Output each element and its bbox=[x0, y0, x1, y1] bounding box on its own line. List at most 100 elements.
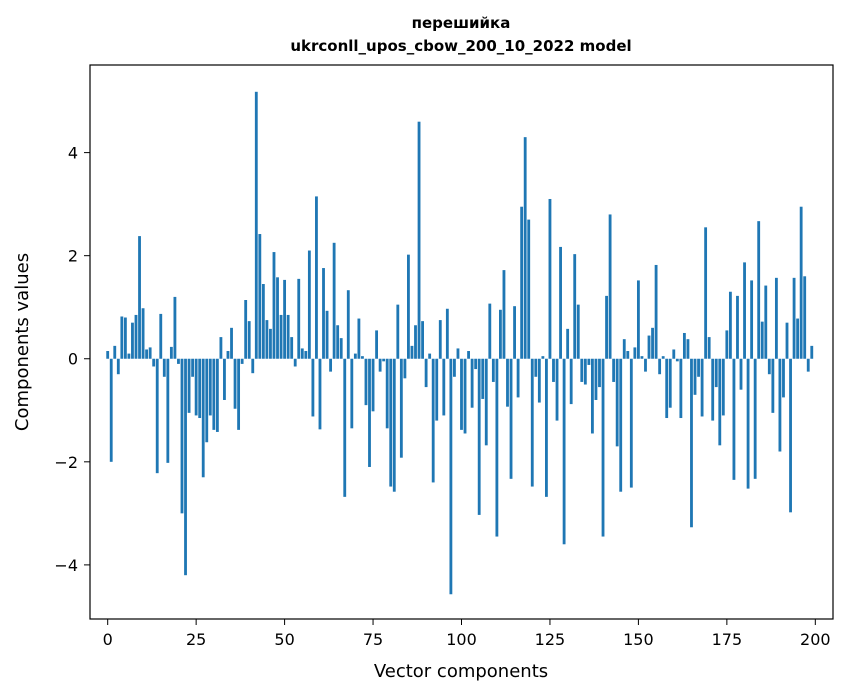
bar-139 bbox=[598, 358, 601, 388]
bar-72 bbox=[361, 356, 364, 359]
bar-9 bbox=[138, 236, 141, 359]
bar-82 bbox=[396, 304, 400, 359]
chart-title-line-1: перешийка bbox=[412, 14, 511, 32]
bar-100 bbox=[460, 358, 463, 430]
bar-135 bbox=[583, 358, 587, 385]
bar-170 bbox=[707, 337, 711, 359]
x-tick-label: 175 bbox=[712, 630, 743, 649]
bar-99 bbox=[456, 348, 460, 359]
bar-107 bbox=[484, 358, 488, 446]
bar-38 bbox=[240, 358, 244, 364]
x-tick-label: 200 bbox=[800, 630, 831, 649]
bar-157 bbox=[661, 356, 665, 359]
bar-125 bbox=[548, 198, 552, 359]
chart-title-line-2: ukrconll_upos_cbow_200_10_2022 model bbox=[290, 37, 631, 55]
bar-138 bbox=[594, 358, 598, 400]
bar-159 bbox=[668, 358, 672, 408]
bar-73 bbox=[364, 358, 368, 406]
bar-177 bbox=[732, 358, 736, 480]
bar-196 bbox=[799, 206, 803, 359]
bar-74 bbox=[368, 358, 371, 467]
bar-92 bbox=[431, 358, 435, 483]
bar-15 bbox=[159, 313, 163, 359]
bar-189 bbox=[774, 277, 778, 359]
bar-19 bbox=[173, 296, 177, 359]
bar-129 bbox=[562, 358, 566, 545]
bar-36 bbox=[233, 358, 237, 409]
bar-158 bbox=[665, 358, 669, 419]
bar-85 bbox=[407, 254, 410, 359]
bar-117 bbox=[520, 206, 524, 359]
bar-191 bbox=[782, 358, 785, 398]
bar-47 bbox=[272, 252, 276, 359]
bar-83 bbox=[399, 358, 403, 458]
bar-61 bbox=[322, 268, 325, 359]
bar-20 bbox=[177, 358, 180, 364]
bar-136 bbox=[587, 358, 591, 365]
bar-180 bbox=[743, 262, 746, 359]
bar-187 bbox=[767, 358, 771, 375]
x-tick-label: 50 bbox=[274, 630, 294, 649]
bar-68 bbox=[346, 290, 350, 359]
bar-133 bbox=[576, 304, 580, 359]
bar-81 bbox=[392, 358, 396, 492]
bar-88 bbox=[417, 121, 421, 359]
bar-11 bbox=[145, 349, 149, 359]
y-axis-label: Components values bbox=[12, 253, 33, 431]
bar-29 bbox=[208, 358, 212, 416]
bar-62 bbox=[325, 310, 329, 359]
bar-32 bbox=[219, 337, 223, 359]
bar-150 bbox=[636, 280, 640, 359]
bar-161 bbox=[675, 358, 679, 362]
bar-18 bbox=[169, 346, 173, 359]
bar-165 bbox=[690, 358, 693, 528]
bar-28 bbox=[205, 358, 209, 443]
bar-64 bbox=[332, 242, 336, 359]
bar-140 bbox=[601, 358, 605, 537]
bar-60 bbox=[318, 358, 322, 430]
bar-132 bbox=[573, 254, 577, 359]
bar-144 bbox=[615, 358, 619, 447]
bar-30 bbox=[212, 358, 216, 430]
bar-40 bbox=[247, 321, 251, 359]
x-tick-label: 75 bbox=[363, 630, 383, 649]
bar-80 bbox=[389, 358, 393, 487]
bar-141 bbox=[605, 295, 608, 359]
bar-120 bbox=[530, 358, 534, 487]
bar-110 bbox=[495, 358, 499, 537]
bar-43 bbox=[258, 234, 262, 359]
bar-127 bbox=[555, 358, 559, 421]
bar-50 bbox=[283, 279, 287, 359]
bar-113 bbox=[506, 358, 509, 407]
bar-195 bbox=[796, 318, 800, 359]
bar-90 bbox=[424, 358, 428, 388]
bar-27 bbox=[201, 358, 205, 478]
bar-122 bbox=[537, 358, 541, 403]
bar-26 bbox=[198, 358, 202, 419]
bar-7 bbox=[131, 322, 134, 359]
bar-146 bbox=[622, 339, 626, 359]
bar-105 bbox=[477, 358, 481, 515]
bar-112 bbox=[502, 270, 506, 359]
bar-93 bbox=[435, 358, 439, 421]
bar-6 bbox=[127, 353, 131, 359]
bar-31 bbox=[215, 358, 219, 432]
bar-49 bbox=[279, 314, 283, 359]
bars-group bbox=[106, 91, 814, 595]
bar-46 bbox=[269, 328, 272, 359]
bar-149 bbox=[633, 347, 637, 359]
bar-54 bbox=[297, 278, 301, 359]
bar-4 bbox=[120, 316, 124, 359]
bar-53 bbox=[293, 358, 297, 367]
bar-10 bbox=[141, 308, 145, 359]
bar-185 bbox=[760, 321, 764, 359]
y-tick-label: 4 bbox=[68, 144, 78, 163]
x-tick-label: 100 bbox=[446, 630, 477, 649]
x-tick-label: 125 bbox=[535, 630, 566, 649]
bar-17 bbox=[166, 358, 170, 463]
bar-197 bbox=[803, 276, 807, 359]
bar-22 bbox=[184, 358, 187, 576]
bar-114 bbox=[509, 358, 513, 479]
bar-44 bbox=[261, 284, 265, 359]
